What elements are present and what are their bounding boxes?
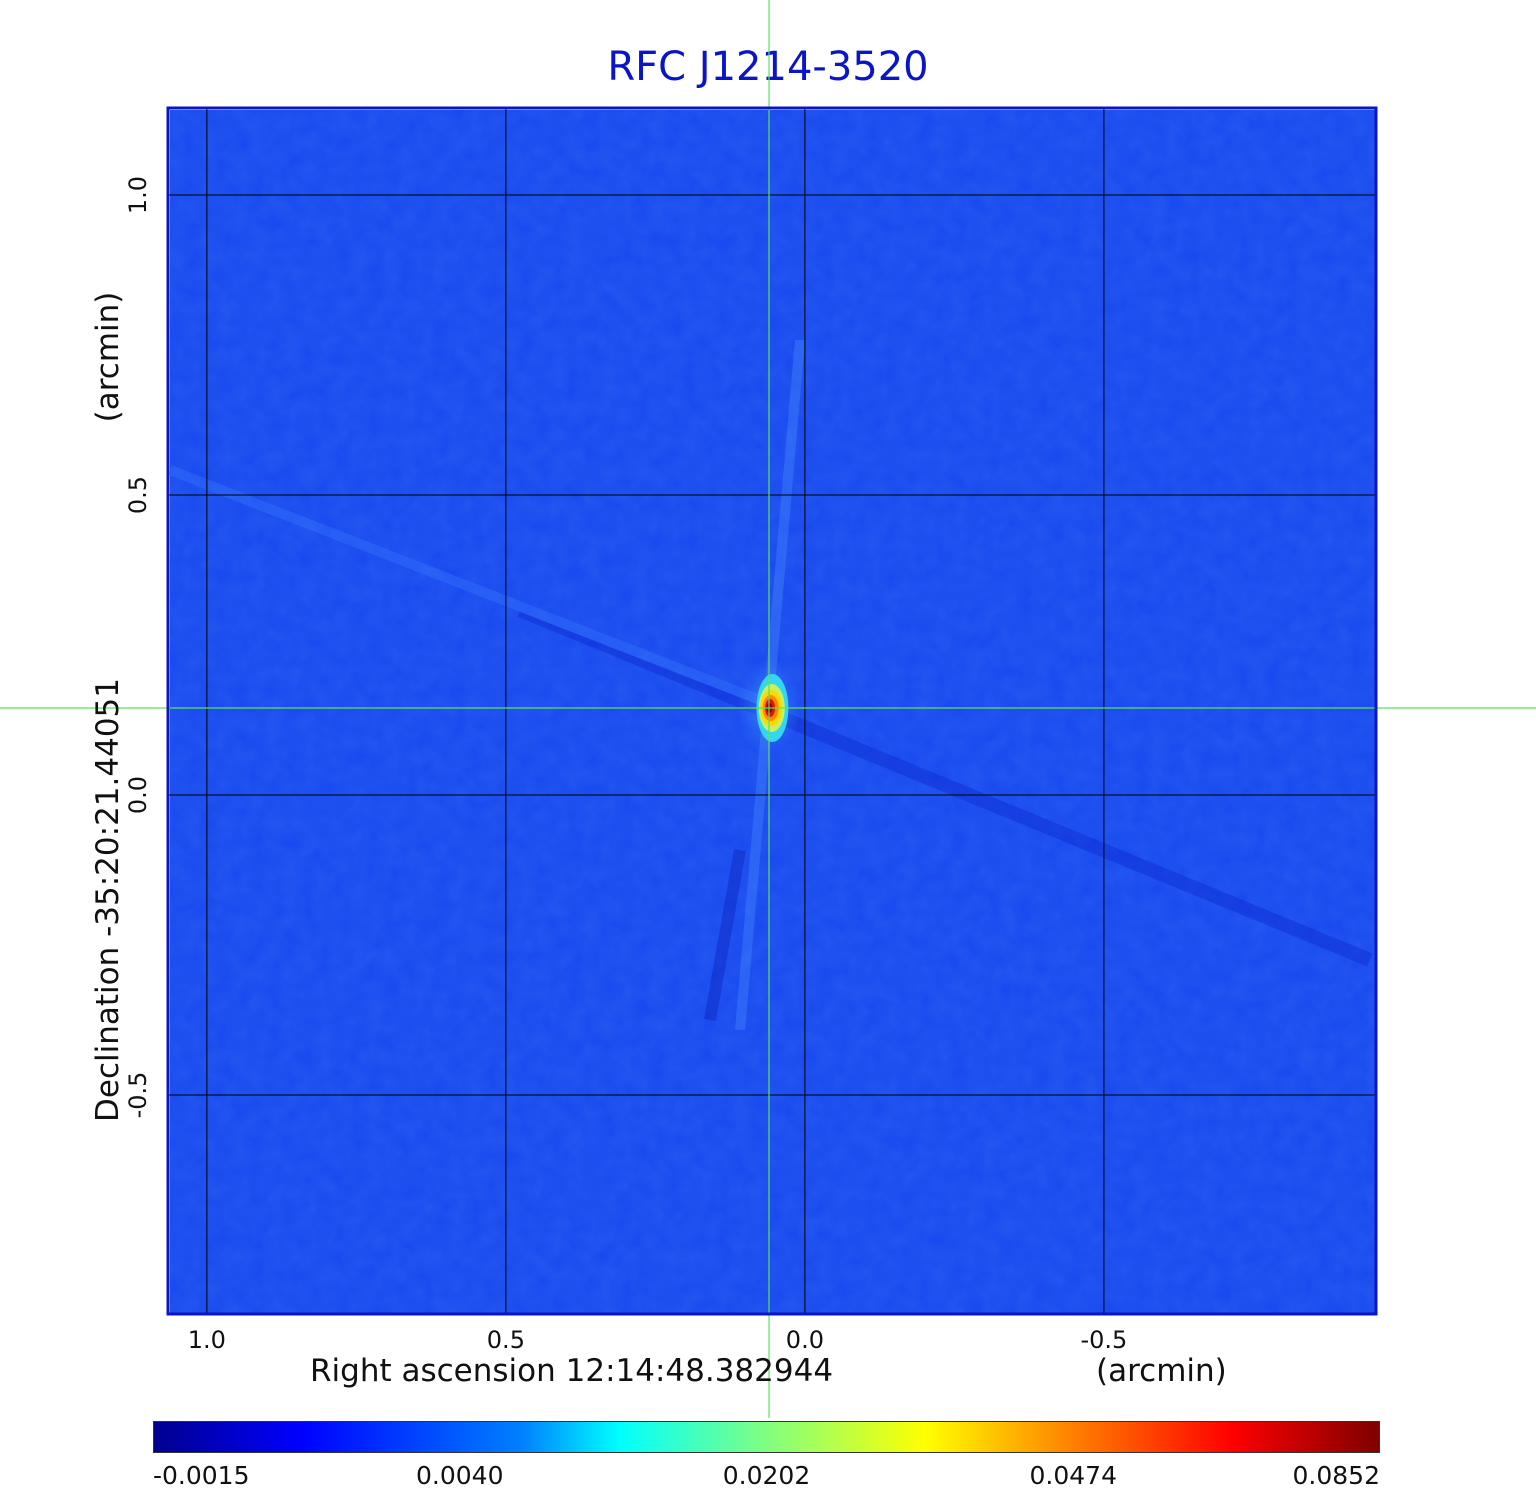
y-tick-label: -0.5 (124, 1071, 152, 1119)
y-tick-label: 1.0 (124, 175, 152, 215)
colorbar (153, 1421, 1380, 1453)
x-axis-unit: (arcmin) (1096, 1353, 1227, 1389)
y-tick-label: 0.0 (124, 775, 152, 815)
y-tick-label: 0.5 (124, 475, 152, 515)
crosshair (0, 0, 1536, 1418)
sky-map-plot[interactable] (0, 0, 1536, 1420)
x-tick-label: 0.0 (785, 1326, 824, 1354)
y-axis-label: Declination -35:20:21.44051 (90, 678, 126, 1122)
x-tick-label: -0.5 (1080, 1326, 1128, 1354)
colorbar-tick-label: 0.0202 (722, 1461, 811, 1490)
colorbar-tick-label: 0.0474 (1029, 1461, 1117, 1490)
chart-title: RFC J1214-3520 (607, 44, 929, 90)
coordinate-grid (168, 108, 1376, 1314)
plot-frame (166, 106, 1378, 1316)
colorbar-tick-label: -0.0015 (153, 1461, 250, 1490)
colorbar-tick-label: 0.0852 (1292, 1461, 1380, 1490)
y-axis-unit: (arcmin) (90, 291, 126, 423)
x-tick-label: 0.5 (486, 1326, 525, 1354)
x-tick-label: 1.0 (187, 1326, 226, 1354)
x-axis-label: Right ascension 12:14:48.382944 (310, 1353, 834, 1389)
colorbar-tick-label: 0.0040 (416, 1461, 504, 1490)
